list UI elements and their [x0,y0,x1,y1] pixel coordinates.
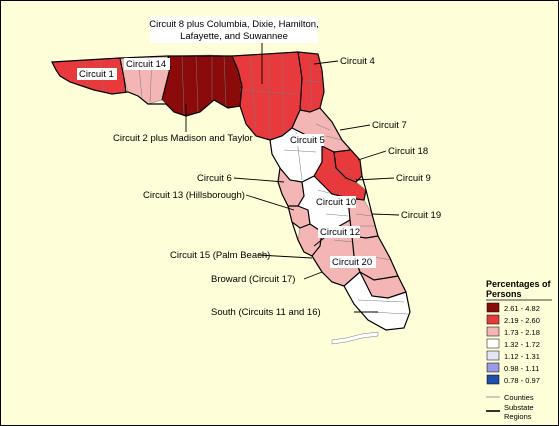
circuit-7-arrow [339,124,371,131]
legend-title-line2: Persons [486,289,522,299]
legend-class-label-3: 1.32 - 1.72 [504,340,540,349]
legend-swatch-1 [486,314,500,325]
circuit-2-label: Circuit 2 plus Madison and Taylor [113,133,253,144]
substate-region-boundaries [51,51,411,331]
legend-substate-label-line1: Substate [504,403,534,412]
circuit-12-arrow [313,237,325,247]
legend-class-label-2: 1.73 - 2.18 [504,328,540,337]
circuit-7-label: Circuit 7 [372,120,407,131]
circuit-19-arrow [371,213,400,216]
legend: Percentages of Persons 2.61 - 4.82 2.19 -… [486,279,552,421]
circuit-15-label: Circuit 15 (Palm Beach) [170,250,270,261]
circuit-1-label-box [77,68,117,80]
circuit-12-label-box [318,226,360,238]
circuit-8-label-box [150,17,318,43]
florida-keys [331,331,379,345]
circuit-20-label-box [330,256,376,268]
legend-swatch-6 [486,374,500,385]
circuit-4-label: Circuit 4 [340,56,375,67]
circuit-8-label-line1: Circuit 8 plus Columbia, Dixie, Hamilton… [149,19,318,30]
circuit-18-label: Circuit 18 [388,146,428,157]
circuit-9-label: Circuit 9 [396,173,431,184]
circuit-4-arrow [313,60,339,65]
legend-class-label-6: 0.78 - 0.97 [504,376,540,385]
region-circuit-8 [231,51,303,141]
broward-arrow [303,271,323,280]
circuit-6-arrow [233,177,285,183]
legend-title-line1: Percentages of [486,279,552,289]
circuit-1-label: Circuit 1 [79,69,114,80]
legend-swatch-0 [486,302,500,313]
legend-class-label-5: 0.98 - 1.11 [504,364,539,373]
circuit-20-label: Circuit 20 [332,257,372,268]
legend-swatch-5 [486,362,500,373]
legend-swatch-4 [486,350,500,361]
circuit-6-label: Circuit 6 [197,173,232,184]
legend-class-label-0: 2.61 - 4.82 [504,304,540,313]
legend-swatch-2 [486,326,500,337]
circuit-9-arrow [355,177,395,181]
circuit-12-label: Circuit 12 [320,227,360,238]
circuit-5-label: Circuit 5 [290,135,325,146]
legend-substate-label-line2: Regions [504,412,532,421]
circuit-15-arrow [257,254,313,259]
legend-counties-label: Counties [504,393,534,402]
circuit-10-label-box [314,196,356,208]
circuit-14-label: Circuit 14 [126,59,166,70]
circuit-14-label-box [124,58,170,70]
circuit-13-label: Circuit 13 (Hillsborough) [143,190,245,201]
circuit-19-label: Circuit 19 [401,210,441,221]
legend-swatch-3 [486,338,500,349]
circuit-10-label: Circuit 10 [316,197,356,208]
circuit-13-arrow [245,194,295,211]
circuit-18-arrow [357,150,387,161]
legend-class-label-4: 1.12 - 1.31 [504,352,540,361]
circuit-8-label-line2: Lafayette, and Suwannee [180,31,288,42]
circuit-5-label-box [288,134,324,146]
region-circuit-2 [161,54,243,117]
south-label: South (Circuits 11 and 16) [211,307,321,318]
legend-class-label-1: 2.19 - 2.60 [504,316,540,325]
legend-classes: 2.61 - 4.82 2.19 - 2.60 1.73 - 2.18 1.32 - … [486,302,540,385]
broward-label: Broward (Circuit 17) [211,274,295,285]
